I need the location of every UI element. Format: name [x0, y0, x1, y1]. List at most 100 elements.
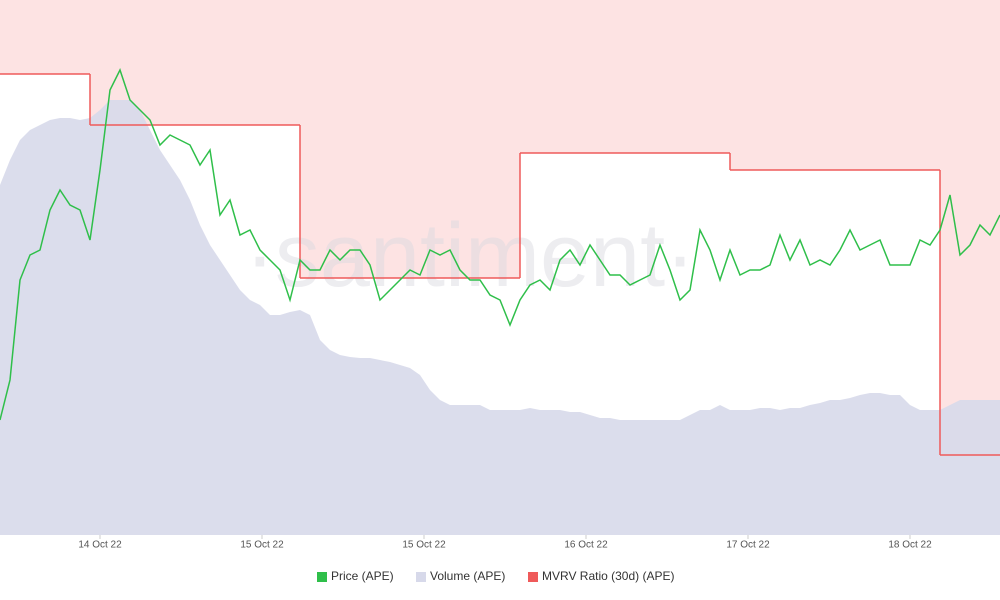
- mvrv-shade: [160, 0, 171, 125]
- legend-swatch[interactable]: [528, 572, 538, 582]
- mvrv-shade: [440, 0, 451, 278]
- mvrv-shade: [550, 0, 561, 153]
- mvrv-shade: [960, 0, 971, 455]
- mvrv-shade: [20, 0, 31, 74]
- legend-label[interactable]: MVRV Ratio (30d) (APE): [542, 569, 675, 583]
- mvrv-shade: [740, 0, 751, 170]
- mvrv-shade: [700, 0, 711, 153]
- x-tick-label: 15 Oct 22: [240, 540, 284, 551]
- mvrv-shade: [110, 0, 121, 125]
- mvrv-shade: [10, 0, 21, 74]
- legend-label[interactable]: Price (APE): [331, 569, 394, 583]
- mvrv-shade: [290, 0, 301, 125]
- mvrv-shade: [540, 0, 551, 153]
- mvrv-shade: [400, 0, 411, 278]
- mvrv-shade: [970, 0, 981, 455]
- mvrv-shade: [870, 0, 881, 170]
- mvrv-shade: [470, 0, 481, 278]
- mvrv-shade: [980, 0, 991, 455]
- legend-swatch[interactable]: [317, 572, 327, 582]
- mvrv-shade: [460, 0, 471, 278]
- mvrv-shade: [880, 0, 891, 170]
- mvrv-shade: [430, 0, 441, 278]
- mvrv-shade: [80, 0, 91, 74]
- mvrv-shade: [780, 0, 791, 170]
- mvrv-shade: [860, 0, 871, 170]
- mvrv-shade: [770, 0, 781, 170]
- mvrv-shade: [100, 0, 111, 125]
- mvrv-shade: [270, 0, 281, 125]
- mvrv-shade: [830, 0, 841, 170]
- mvrv-shade: [750, 0, 761, 170]
- price-line: [0, 68, 1000, 421]
- mvrv-shade: [120, 0, 131, 125]
- mvrv-shade: [520, 0, 531, 153]
- legend-swatch[interactable]: [416, 572, 426, 582]
- mvrv-shade: [70, 0, 81, 74]
- mvrv-shade: [490, 0, 501, 278]
- mvrv-shade: [940, 0, 951, 455]
- mvrv-shade: [340, 0, 351, 278]
- x-tick-label: 14 Oct 22: [78, 540, 122, 551]
- mvrv-shade: [720, 0, 731, 153]
- mvrv-shade: [480, 0, 491, 278]
- mvrv-shade: [140, 0, 151, 125]
- mvrv-shade: [840, 0, 851, 170]
- mvrv-shade: [370, 0, 381, 278]
- x-tick-label: 16 Oct 22: [564, 540, 608, 551]
- mvrv-shade: [610, 0, 621, 153]
- legend: Price (APE) Volume (APE) MVRV Ratio (30d) …: [317, 569, 675, 583]
- mvrv-shade: [240, 0, 251, 125]
- mvrv-shade: [200, 0, 211, 125]
- mvrv-shade: [590, 0, 601, 153]
- mvrv-shade: [150, 0, 161, 125]
- x-axis: 14 Oct 22 15 Oct 22 15 Oct 22 16 Oct 22 17 O…: [78, 535, 932, 551]
- mvrv-shade: [210, 0, 221, 125]
- x-tick-label: 15 Oct 22: [402, 540, 446, 551]
- mvrv-shade: [450, 0, 461, 278]
- mvrv-shade: [580, 0, 591, 153]
- mvrv-shade: [630, 0, 641, 153]
- mvrv-shade: [410, 0, 421, 278]
- mvrv-shade: [730, 0, 741, 170]
- mvrv-shade: [230, 0, 241, 125]
- mvrv-shade: [620, 0, 631, 153]
- mvrv-shade: [310, 0, 321, 278]
- mvrv-shade: [180, 0, 191, 125]
- watermark: ·santiment·: [245, 206, 695, 306]
- mvrv-shade: [680, 0, 691, 153]
- mvrv-shade: [50, 0, 61, 74]
- mvrv-shade: [220, 0, 231, 125]
- mvrv-shade: [530, 0, 541, 153]
- mvrv-shade: [260, 0, 271, 125]
- mvrv-shade: [800, 0, 811, 170]
- mvrv-shade: [820, 0, 831, 170]
- mvrv-shade: [710, 0, 721, 153]
- mvrv-shade: [690, 0, 701, 153]
- mvrv-shade: [500, 0, 511, 278]
- mvrv-shade: [360, 0, 371, 278]
- mvrv-shade: [510, 0, 521, 278]
- mvrv-shade: [300, 0, 311, 278]
- mvrv-shade: [390, 0, 401, 278]
- mvrv-shade: [90, 0, 101, 125]
- x-tick-label: 18 Oct 22: [888, 540, 932, 551]
- mvrv-shade: [810, 0, 821, 170]
- mvrv-shade: [250, 0, 261, 125]
- mvrv-shade: [850, 0, 861, 170]
- mvrv-shade: [170, 0, 181, 125]
- volume-area: [0, 100, 1000, 535]
- mvrv-shade: [570, 0, 581, 153]
- mvrv-shade: [660, 0, 671, 153]
- mvrv-shade: [280, 0, 291, 125]
- plot-area: [0, 0, 1000, 535]
- mvrv-shade: [330, 0, 341, 278]
- mvrv-shade: [30, 0, 41, 74]
- mvrv-shade: [600, 0, 611, 153]
- legend-label[interactable]: Volume (APE): [430, 569, 505, 583]
- mvrv-shade: [350, 0, 361, 278]
- mvrv-shade: [130, 0, 141, 125]
- mvrv-shade: [910, 0, 921, 170]
- mvrv-shade: [790, 0, 801, 170]
